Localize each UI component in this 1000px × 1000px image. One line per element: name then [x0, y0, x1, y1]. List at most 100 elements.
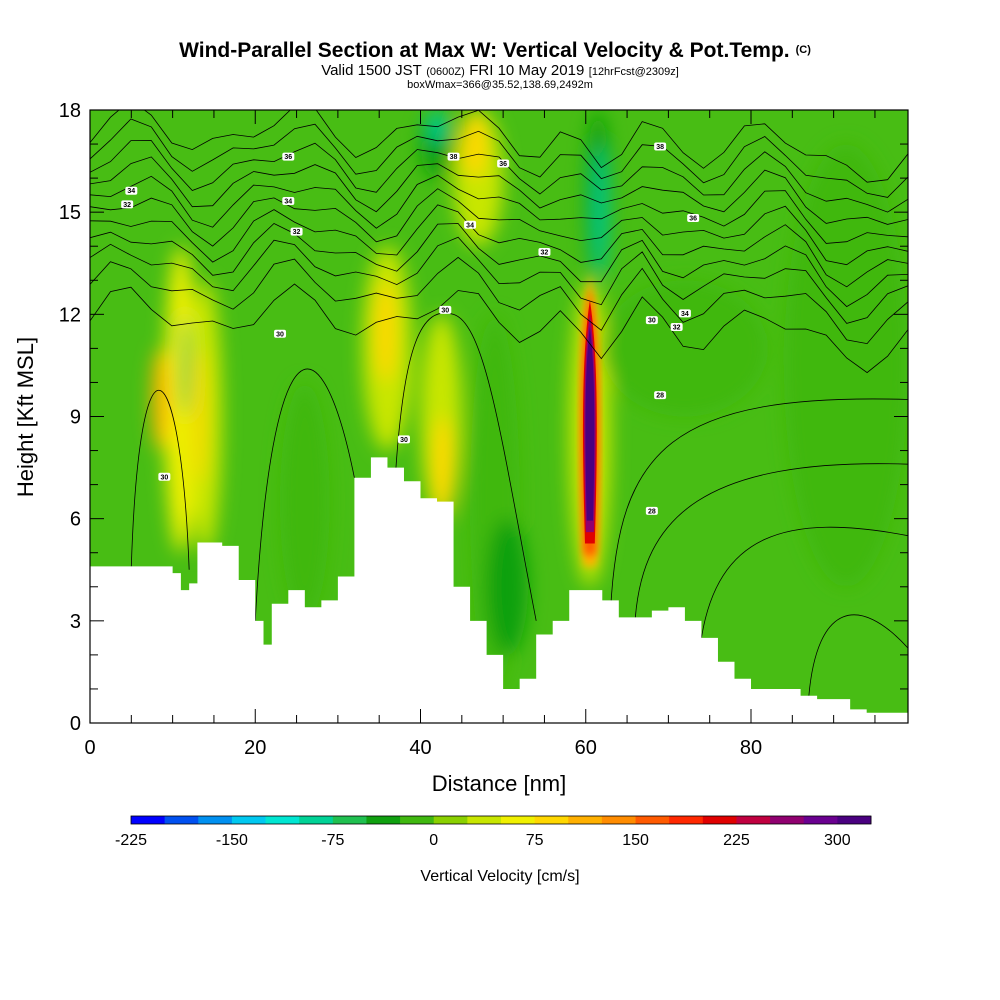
theta-label-bg-19 — [645, 506, 658, 515]
theta-label-6: 30 — [441, 307, 449, 314]
colorbar-swatch-13 — [568, 816, 603, 824]
updraft-core-level-5 — [586, 340, 594, 510]
chart-note: boxWmax=366@35.52,138.69,2492m — [407, 79, 593, 91]
colorbar-swatch-5 — [299, 816, 334, 824]
x-tick-label-20: 20 — [244, 737, 266, 759]
theta-contours — [90, 110, 908, 696]
theta-label-4: 32 — [293, 229, 301, 236]
terrain-mask — [90, 457, 908, 723]
velocity-cell-6 — [280, 382, 330, 621]
theta-label-3: 34 — [284, 198, 292, 205]
colorbar-swatch-19 — [770, 816, 805, 824]
theta-label-19: 28 — [648, 508, 656, 515]
velocity-cell-12 — [602, 280, 768, 417]
colorbar-tick-label-0: -225 — [115, 832, 147, 849]
colorbar-swatch-9 — [433, 816, 468, 824]
y-axis-label: Height [Kft MSL] — [13, 337, 38, 497]
velocity-field — [151, 110, 908, 689]
colorbar-tick-label-5: 150 — [622, 832, 649, 849]
colorbar-frame — [130, 815, 872, 825]
colorbar-tick-label-4: 75 — [526, 832, 544, 849]
updraft-core — [580, 273, 600, 567]
theta-contour-upper-1 — [90, 256, 908, 345]
colorbar-swatch-1 — [164, 816, 199, 824]
theta-label-13: 38 — [656, 144, 664, 151]
x-axis-label: Distance [nm] — [432, 771, 567, 796]
theta-label-bg-1 — [121, 200, 134, 209]
theta-contour-upper-6 — [90, 174, 908, 244]
theta-contour-lower-2 — [395, 312, 537, 621]
x-tick-label-60: 60 — [575, 737, 597, 759]
theta-label-bg-10 — [497, 159, 510, 168]
theta-label-0: 34 — [127, 188, 135, 195]
chart-subtitle: Valid 1500 JST (0600Z) FRI 10 May 2019 [… — [321, 62, 679, 79]
colorbar-swatch-2 — [198, 816, 233, 824]
theta-label-14: 36 — [689, 215, 697, 222]
theta-contour-lower-5 — [701, 526, 908, 638]
theta-label-bg-14 — [687, 213, 700, 222]
colorbar-swatch-0 — [131, 816, 166, 824]
theta-contour-upper-0 — [90, 283, 908, 374]
theta-contour-upper-8 — [90, 140, 908, 213]
theta-label-bg-8 — [397, 435, 410, 444]
y-tick-label-3: 3 — [70, 611, 81, 633]
colorbar-label: Vertical Velocity [cm/s] — [420, 868, 579, 885]
theta-contour-upper-10 — [90, 110, 908, 183]
theta-label-bg-0 — [125, 186, 138, 195]
theta-contour-lower-4 — [634, 463, 908, 618]
velocity-cell-10 — [486, 518, 528, 655]
x-tick-label-0: 0 — [84, 737, 95, 759]
y-tick-label-6: 6 — [70, 509, 81, 531]
theta-label-bg-7 — [158, 472, 171, 481]
colorbar-swatch-17 — [702, 816, 737, 824]
y-tick-label-15: 15 — [59, 202, 81, 224]
velocity-cell-14 — [193, 348, 206, 485]
theta-label-bg-15 — [678, 309, 691, 318]
y-tick-label-12: 12 — [59, 304, 81, 326]
colorbar-swatch-21 — [837, 816, 872, 824]
theta-label-bg-13 — [654, 142, 667, 151]
theta-label-18: 28 — [656, 393, 664, 400]
theta-contour-upper-7 — [90, 156, 908, 225]
theta-label-16: 30 — [648, 318, 656, 325]
velocity-cell-17 — [461, 110, 487, 179]
theta-label-bg-3 — [282, 196, 295, 205]
velocity-cell-16 — [432, 416, 454, 519]
theta-label-bg-18 — [654, 391, 667, 400]
theta-label-bg-6 — [439, 305, 452, 314]
y-tick-label-0: 0 — [70, 713, 81, 735]
velocity-cell-0 — [164, 246, 198, 553]
theta-label-bg-11 — [464, 220, 477, 229]
theta-contour-lower-0 — [130, 389, 190, 570]
theta-label-bg-2 — [282, 152, 295, 161]
colorbar-swatch-3 — [231, 816, 266, 824]
colorbar-swatch-12 — [534, 816, 569, 824]
x-axis: 0 20 40 60 80 — [84, 110, 876, 759]
chart-title: Wind-Parallel Section at Max W: Vertical… — [179, 39, 811, 62]
theta-label-12: 32 — [541, 250, 549, 257]
colorbar-swatch-16 — [669, 816, 704, 824]
theta-contour-upper-2 — [90, 236, 908, 324]
theta-contour-lower-6 — [808, 614, 908, 696]
theta-label-bg-16 — [645, 316, 658, 325]
colorbar-swatch-18 — [736, 816, 771, 824]
colorbar-swatch-8 — [400, 816, 435, 824]
velocity-cell-18 — [180, 314, 190, 417]
theta-label-17: 32 — [673, 324, 681, 331]
theta-label-bg-5 — [274, 329, 287, 338]
velocity-cell-13 — [151, 348, 169, 451]
theta-label-2: 36 — [284, 154, 292, 161]
theta-label-bg-9 — [447, 152, 460, 161]
theta-contour-upper-3 — [90, 223, 908, 308]
theta-contour-lower-3 — [610, 398, 908, 611]
colorbar: -225 -150 -75 0 75 150 225 300 — [115, 815, 872, 849]
colorbar-swatch-15 — [635, 816, 670, 824]
colorbar-tick-label-2: -75 — [321, 832, 344, 849]
theta-label-bg-12 — [538, 248, 551, 257]
velocity-cell-11 — [784, 144, 908, 587]
theta-label-8: 30 — [400, 437, 408, 444]
